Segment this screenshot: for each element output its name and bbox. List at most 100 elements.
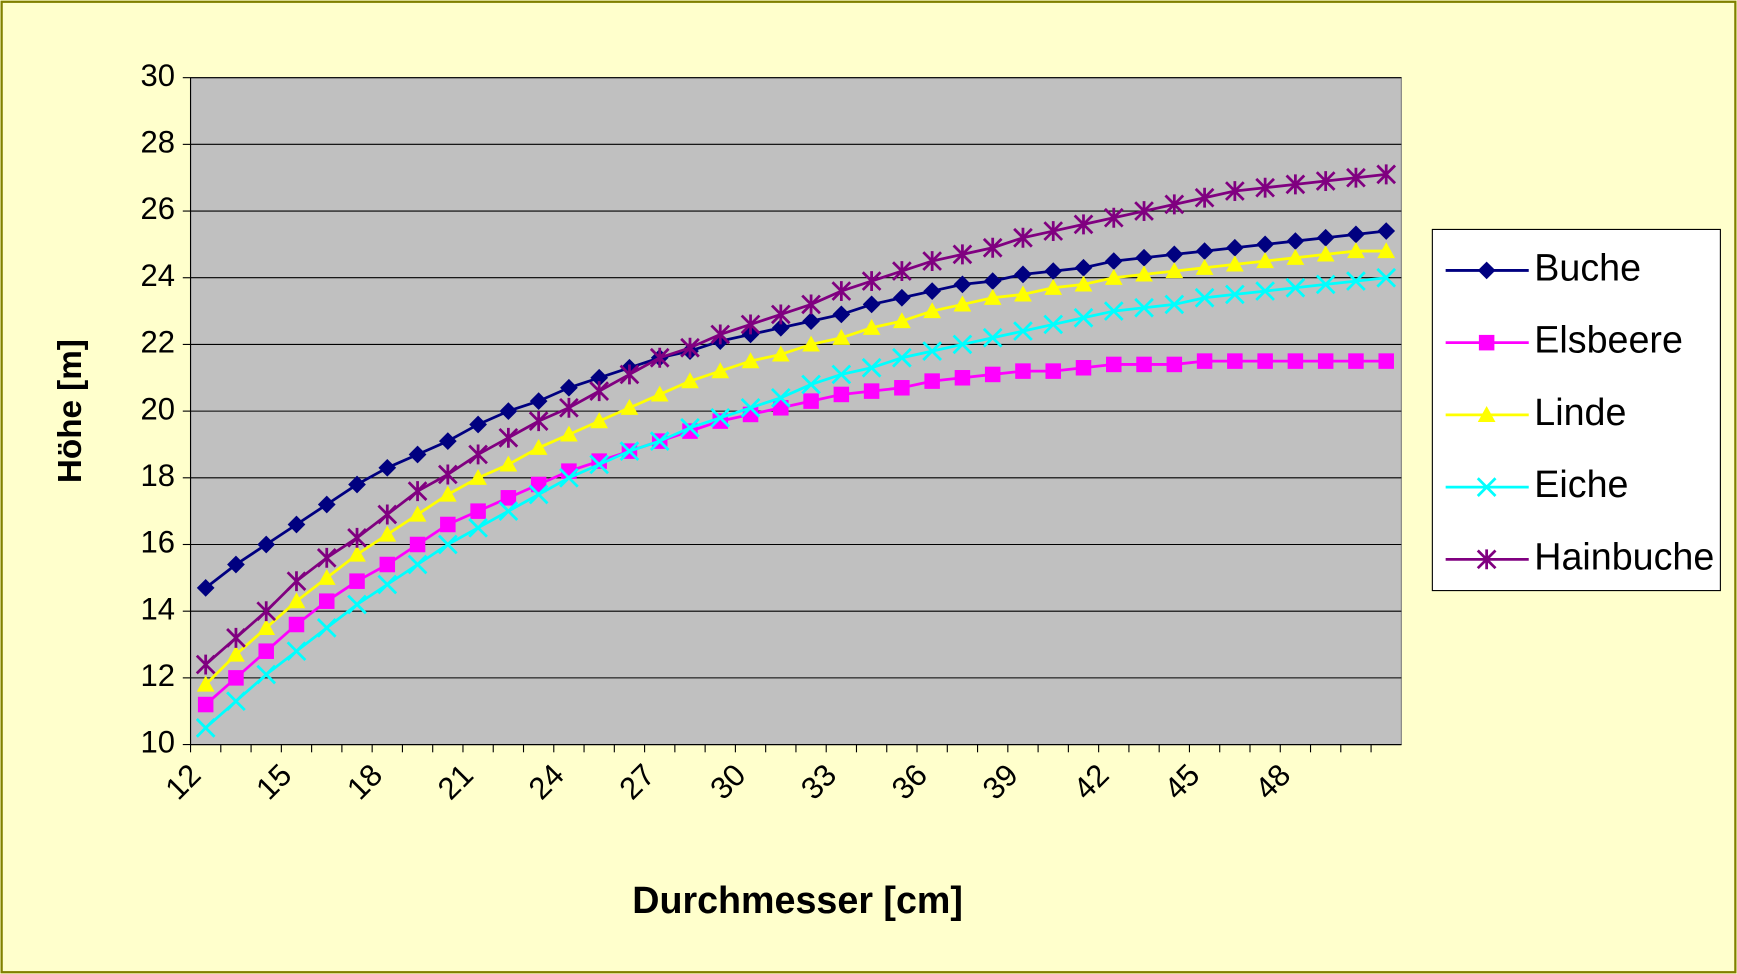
- data-point: [227, 645, 245, 662]
- series-line: [204, 359, 1387, 706]
- data-point: [317, 568, 336, 585]
- data-point: [195, 654, 216, 675]
- data-point: [1256, 252, 1274, 269]
- data-point: [892, 347, 912, 368]
- data-point: [499, 455, 518, 472]
- data-point: [1347, 242, 1365, 259]
- series-line: [204, 172, 1387, 666]
- data-point: [861, 357, 882, 378]
- data-point: [257, 618, 276, 635]
- data-point: [197, 696, 214, 713]
- data-point: [1194, 287, 1215, 308]
- data-point: [288, 616, 305, 633]
- data-point: [258, 643, 274, 659]
- data-point: [1347, 225, 1365, 244]
- legend-label: Eiche: [1534, 463, 1628, 505]
- data-point: [710, 407, 731, 428]
- data-point: [1225, 255, 1244, 272]
- data-point: [1225, 284, 1245, 305]
- data-point: [559, 467, 579, 488]
- data-point: [1196, 353, 1213, 369]
- data-point: [1346, 271, 1366, 291]
- data-point: [286, 641, 307, 662]
- data-point: [227, 555, 245, 574]
- data-point: [1317, 353, 1334, 369]
- data-point: [408, 505, 427, 522]
- data-point: [1075, 360, 1092, 376]
- data-point: [1044, 262, 1063, 280]
- data-point: [922, 341, 942, 361]
- data-point: [650, 385, 669, 402]
- legend-marker: [1478, 334, 1495, 351]
- data-point: [1073, 214, 1094, 235]
- data-point: [1135, 265, 1153, 282]
- y-tick-label: 20: [141, 391, 175, 426]
- data-point: [1377, 222, 1396, 240]
- data-point: [1227, 353, 1243, 369]
- data-point: [377, 504, 398, 525]
- data-point: [1166, 356, 1183, 373]
- data-point: [529, 438, 548, 455]
- data-point: [1287, 353, 1304, 369]
- data-point: [409, 536, 426, 553]
- data-point: [862, 318, 881, 335]
- data-point: [801, 374, 821, 395]
- data-point: [256, 664, 277, 685]
- data-point: [226, 627, 246, 648]
- y-tick-label: 26: [141, 191, 175, 226]
- legend-label: Linde: [1534, 391, 1626, 433]
- data-point: [620, 398, 639, 415]
- data-point: [317, 495, 336, 514]
- legend-marker: [1477, 406, 1496, 422]
- y-tick-label: 28: [141, 125, 175, 160]
- data-point: [316, 547, 337, 568]
- data-point: [1164, 194, 1185, 215]
- data-point: [1043, 314, 1064, 335]
- data-point: [740, 397, 761, 418]
- data-point: [1194, 187, 1215, 208]
- data-point: [347, 527, 367, 548]
- data-point: [833, 386, 850, 403]
- data-point: [1104, 268, 1123, 285]
- data-point: [1013, 227, 1033, 248]
- data-point: [530, 476, 547, 493]
- data-point: [1315, 274, 1336, 295]
- data-point: [1015, 363, 1031, 379]
- data-point: [1014, 285, 1032, 302]
- legend-marker: [1477, 261, 1496, 280]
- data-point: [408, 445, 427, 464]
- data-point: [379, 556, 396, 573]
- data-point: [378, 458, 397, 477]
- data-point: [468, 517, 488, 538]
- data-point: [982, 237, 1003, 258]
- legend-label: Elsbeere: [1534, 319, 1683, 361]
- data-point: [1256, 235, 1274, 254]
- data-point: [922, 251, 942, 272]
- data-point: [1257, 353, 1273, 369]
- data-point: [560, 378, 578, 397]
- data-point: [741, 352, 760, 369]
- data-point: [832, 305, 851, 324]
- data-point: [1225, 181, 1245, 202]
- y-tick-label: 24: [141, 258, 175, 293]
- data-point: [863, 383, 880, 399]
- data-point: [348, 475, 366, 494]
- data-point: [1103, 301, 1124, 321]
- data-point: [1316, 245, 1335, 262]
- data-point: [1106, 356, 1122, 373]
- data-point: [801, 294, 821, 315]
- data-point: [528, 484, 549, 505]
- data-point: [619, 441, 640, 461]
- data-point: [440, 516, 456, 533]
- data-point: [952, 334, 973, 355]
- data-point: [1165, 245, 1184, 264]
- data-point: [831, 364, 852, 385]
- data-point: [228, 670, 244, 686]
- data-point: [257, 535, 276, 554]
- data-point: [348, 545, 366, 562]
- data-point: [680, 417, 700, 438]
- y-axis-title: Höhe [m]: [52, 339, 89, 483]
- data-point: [892, 261, 912, 282]
- x-axis-title: Durchmesser [cm]: [632, 879, 963, 921]
